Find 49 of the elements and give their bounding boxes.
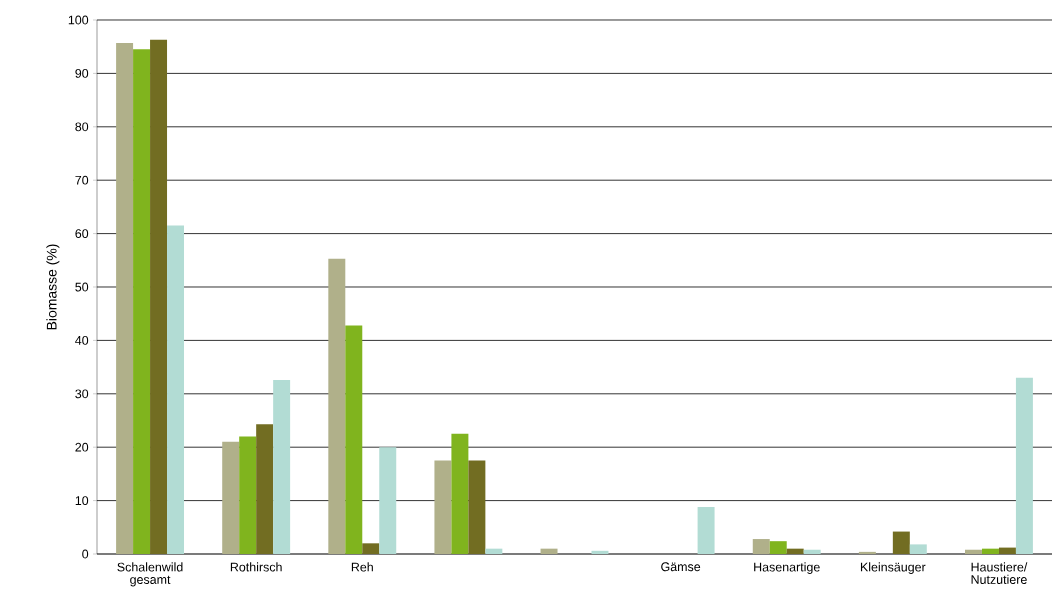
bar	[998, 547, 1016, 554]
x-tick-label: Schalenwild gesamt	[117, 562, 183, 587]
bar	[150, 39, 168, 554]
y-tick-label: 60	[75, 229, 89, 239]
bar	[222, 441, 240, 554]
y-tick-label: 50	[75, 282, 89, 292]
bar	[133, 49, 151, 554]
y-tick-label: 40	[75, 336, 89, 345]
bar	[451, 433, 469, 554]
bar	[239, 436, 257, 554]
y-tick-label: 10	[75, 496, 89, 506]
x-tick-label: Gämse	[661, 562, 701, 572]
bar	[273, 379, 291, 554]
x-tick-label: Rothirsch	[230, 562, 282, 572]
bar	[328, 258, 346, 554]
bar	[116, 42, 134, 554]
bar	[591, 550, 609, 554]
bar	[345, 325, 363, 554]
bar	[981, 548, 999, 554]
y-axis-title: Biomasse (%)	[46, 244, 60, 330]
bar	[167, 225, 185, 554]
bar	[909, 544, 927, 554]
bar	[256, 424, 274, 554]
bar	[964, 549, 982, 554]
x-tick-label: Haustiere/ Nutzutiere	[971, 562, 1028, 584]
bar	[362, 543, 380, 554]
y-tick-label: 30	[75, 389, 89, 399]
bar	[540, 548, 558, 554]
bar	[1015, 377, 1033, 554]
y-tick-label: 70	[75, 175, 89, 185]
x-tick-label: Kleinsäuger	[860, 562, 926, 574]
bar	[379, 447, 397, 554]
y-tick-label: 90	[75, 68, 89, 78]
y-tick-label: 100	[68, 15, 89, 25]
bar	[752, 539, 770, 554]
x-tick-label: Hasenartige	[754, 562, 820, 574]
bar	[892, 531, 910, 554]
y-tick-label: 0	[82, 549, 89, 559]
y-tick-label: 20	[75, 442, 89, 452]
bar	[786, 548, 804, 554]
bar	[468, 460, 486, 554]
bar	[769, 541, 787, 554]
bar	[697, 507, 715, 554]
bar	[485, 548, 503, 554]
x-tick-label: Reh	[351, 562, 373, 572]
bar	[803, 549, 821, 554]
y-tick-label: 80	[75, 122, 89, 132]
bar	[434, 460, 452, 554]
bar	[858, 551, 876, 554]
